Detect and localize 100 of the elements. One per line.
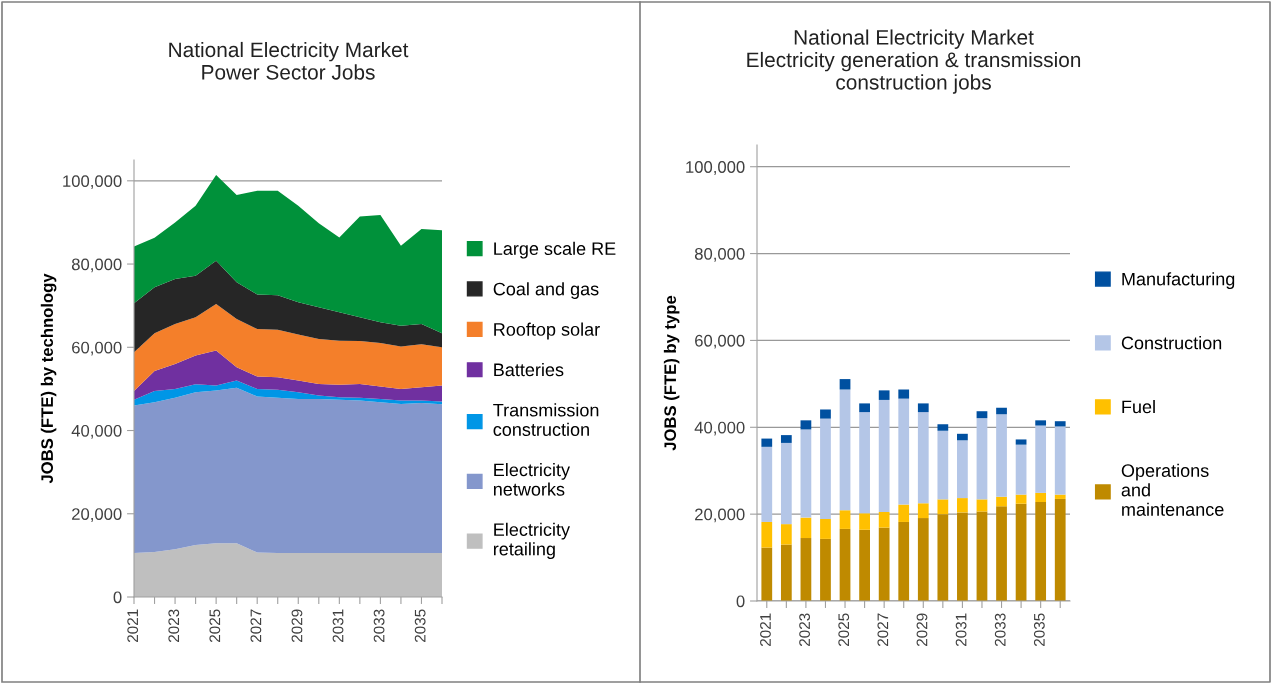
x-tick-label: 2021 — [760, 613, 771, 647]
bar — [780, 435, 792, 443]
x-tick-label: 2033 — [373, 609, 385, 643]
bar — [937, 430, 949, 500]
bar — [820, 409, 831, 419]
legend-label: Construction — [1121, 336, 1222, 350]
bar — [761, 521, 773, 548]
y-tick-label: 100,000 — [63, 175, 122, 189]
bar — [937, 424, 949, 431]
bar — [859, 403, 870, 413]
bar — [1035, 492, 1047, 502]
bar — [898, 504, 910, 522]
bar — [820, 538, 831, 601]
bar — [917, 518, 929, 601]
bar — [820, 418, 831, 519]
x-tick-label: 2035 — [1033, 613, 1045, 647]
x-tick-label: 2023 — [799, 613, 811, 647]
bar — [898, 398, 910, 505]
y-tick-label: 80,000 — [694, 247, 745, 262]
bar — [976, 418, 988, 500]
y-tick-label: 40,000 — [71, 424, 122, 439]
bar — [996, 414, 1007, 497]
bar — [1015, 439, 1027, 445]
bar — [761, 446, 773, 522]
bar — [780, 442, 792, 525]
bar — [1054, 498, 1066, 601]
y-tick-label: 100,000 — [686, 161, 745, 175]
bar — [1054, 421, 1066, 427]
bar — [1035, 425, 1047, 493]
bar — [839, 389, 851, 511]
x-tick-label: 2033 — [994, 613, 1006, 647]
bar — [761, 547, 773, 601]
bar — [1015, 503, 1027, 601]
bar — [917, 503, 929, 519]
bar — [1054, 494, 1066, 499]
bar — [878, 390, 890, 400]
bar — [937, 514, 949, 601]
bar — [800, 538, 812, 601]
bar — [957, 498, 968, 513]
bar — [957, 512, 968, 601]
y-axis-title: JOBS (FTE) by type — [663, 295, 680, 451]
legend-label: Manufacturing — [1122, 272, 1235, 290]
bar — [917, 403, 929, 413]
bar — [996, 496, 1007, 507]
x-tick-label: 2027 — [250, 609, 262, 643]
bar — [839, 528, 851, 601]
bar — [1015, 494, 1027, 504]
bar — [1035, 420, 1047, 426]
x-tick-label: 2035 — [414, 609, 426, 643]
y-axis-title: JOBS (FTE) by technology — [40, 273, 57, 484]
bar — [996, 407, 1007, 415]
y-tick-label: 20,000 — [72, 508, 122, 522]
y-tick-label: 60,000 — [72, 341, 122, 356]
bar — [859, 529, 870, 601]
x-tick-label: 2029 — [291, 609, 303, 643]
bar — [839, 510, 851, 529]
bar — [859, 412, 870, 514]
chart-title: National Electricity Market Power Sector Jobs — [169, 41, 409, 80]
x-tick-label: 2025 — [209, 609, 221, 643]
x-tick-label: 2031 — [332, 609, 344, 643]
bar — [1015, 444, 1027, 495]
bar — [996, 506, 1007, 601]
bar — [800, 429, 812, 518]
y-tick-label: 80,000 — [71, 258, 122, 273]
bar — [957, 433, 968, 441]
x-tick-label: 2021 — [127, 609, 139, 643]
bar — [878, 511, 890, 528]
legend-label: Large scale RE — [494, 241, 616, 259]
bar — [820, 518, 831, 539]
bar — [976, 511, 988, 601]
bar — [878, 527, 890, 601]
bar — [976, 499, 988, 512]
bar — [898, 389, 910, 399]
legend-label: Coal and gas — [493, 282, 599, 299]
bar — [1054, 426, 1066, 495]
bar — [957, 440, 968, 499]
y-tick-label: 20,000 — [695, 508, 745, 523]
y-tick-label: 0 — [736, 595, 745, 608]
legend-label: Rooftop solar — [494, 322, 600, 340]
bar — [917, 412, 929, 504]
bar — [780, 544, 792, 601]
legend-label: Operations and maintenance — [1121, 463, 1224, 516]
x-tick-label: 2029 — [916, 613, 928, 647]
bar — [761, 438, 773, 447]
bar — [800, 420, 812, 430]
bar — [800, 517, 812, 539]
bar — [937, 499, 949, 515]
bar — [859, 513, 870, 530]
bar — [898, 521, 910, 601]
bar — [839, 379, 851, 390]
legend-label: Batteries — [494, 362, 564, 377]
legend-label: Electricity retailing — [493, 522, 570, 560]
x-tick-label: 2031 — [955, 613, 967, 647]
x-tick-label: 2023 — [168, 609, 180, 643]
bar — [976, 411, 988, 419]
y-tick-label: 40,000 — [694, 421, 745, 436]
y-tick-label: 0 — [113, 591, 122, 604]
bar — [878, 399, 890, 512]
x-tick-label: 2025 — [838, 613, 850, 647]
chart-title: National Electricity Market Electricity generation & transmission construction jobs — [747, 29, 1081, 94]
